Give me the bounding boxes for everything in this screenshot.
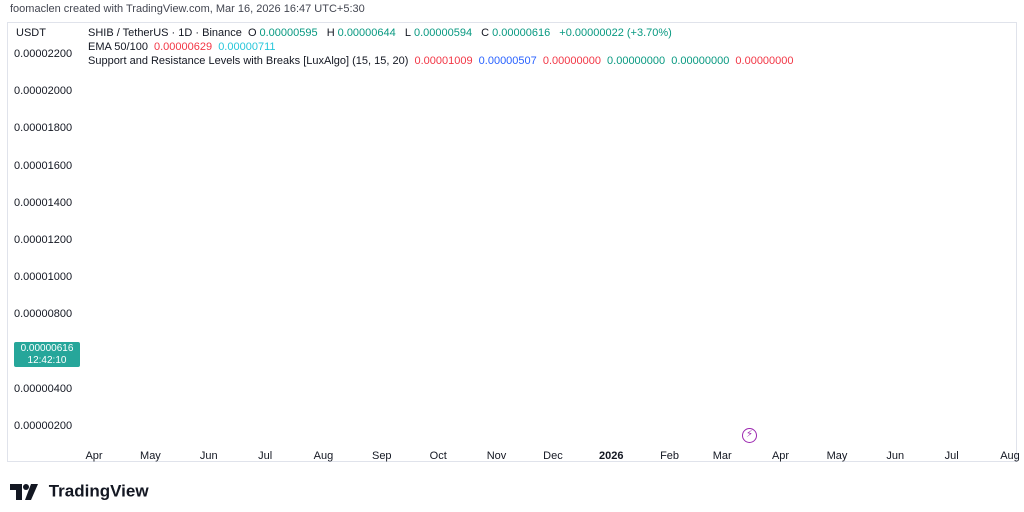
sr-value-support: 0.00000507 xyxy=(478,55,537,67)
ohlc-open: O 0.00000595 xyxy=(248,27,321,39)
legend-ema-row[interactable]: EMA 50/100 0.00000629 0.00000711 xyxy=(88,40,797,54)
tradingview-mark-icon xyxy=(10,483,38,500)
sr-value-resistance: 0.00001009 xyxy=(414,55,473,67)
x-tick-label: Apr xyxy=(771,450,790,462)
high-value: 0.00000644 xyxy=(337,27,396,39)
y-tick-label: 0.00002200 xyxy=(14,48,73,60)
ema100-value: 0.00000711 xyxy=(218,41,276,53)
sr-label[interactable]: Support and Resistance Levels with Break… xyxy=(88,55,409,67)
open-value: 0.00000595 xyxy=(259,27,318,39)
low-value: 0.00000594 xyxy=(413,27,473,39)
tradingview-logo[interactable]: TradingView xyxy=(10,480,149,502)
x-tick-label: Jul xyxy=(258,450,273,462)
x-tick-label: Apr xyxy=(85,450,103,462)
x-tick-label: Jul xyxy=(944,450,959,462)
y-tick-label: 0.00001000 xyxy=(14,271,73,284)
y-tick-label: 0.00000400 xyxy=(14,382,73,395)
x-tick-label: Feb xyxy=(660,450,680,462)
currency-label: USDT xyxy=(16,27,46,39)
high-label: H xyxy=(326,27,335,39)
price-change: +0.00000022 (+3.70%) xyxy=(559,27,672,39)
tradingview-wordmark: TradingView xyxy=(48,481,149,501)
bar-countdown: 12:42:10 xyxy=(27,355,67,366)
y-tick-label: 0.00001200 xyxy=(14,234,73,246)
ohlc-close: C 0.00000616 xyxy=(481,27,553,39)
open-label: O xyxy=(247,27,257,39)
x-tick-label: Aug xyxy=(313,450,334,462)
y-tick-label: 0.00002000 xyxy=(14,85,73,98)
close-value: 0.00000616 xyxy=(492,27,551,39)
legend-symbol-row[interactable]: SHIB / TetherUS · 1D · Binance O 0.000005… xyxy=(88,26,797,40)
y-tick-label: 0.00001600 xyxy=(14,159,73,172)
y-tick-label: 0.00000200 xyxy=(14,420,73,432)
x-tick-label: Oct xyxy=(429,450,447,462)
last-price-badge: 0.00000616 12:42:10 xyxy=(14,342,80,367)
x-tick-label: Dec xyxy=(543,450,563,462)
legend-sr-row[interactable]: Support and Resistance Levels with Break… xyxy=(88,54,797,68)
x-tick-label: Jun xyxy=(886,450,905,462)
ohlc-low: L 0.00000594 xyxy=(405,27,475,39)
x-tick-label: Aug xyxy=(1000,450,1020,462)
x-tick-label: Jun xyxy=(199,450,218,462)
ema-label[interactable]: EMA 50/100 xyxy=(88,41,148,53)
x-tick-label: Nov xyxy=(486,450,507,462)
low-label: L xyxy=(404,27,411,39)
attribution-text: foomaclen created with TradingView.com, … xyxy=(10,3,365,15)
y-tick-label: 0.00001400 xyxy=(14,196,73,209)
chart-frame xyxy=(7,22,1017,462)
symbol-name[interactable]: SHIB / TetherUS · 1D · Binance xyxy=(88,27,242,39)
sr-value-4: 0.00000000 xyxy=(607,55,666,67)
y-tick-label: 0.00000800 xyxy=(14,308,73,321)
y-tick-label: 0.00001800 xyxy=(14,122,73,135)
x-tick-label: Sep xyxy=(371,450,392,462)
ohlc-high: H 0.00000644 xyxy=(327,27,399,39)
close-label: C xyxy=(481,27,490,39)
lightning-icon[interactable]: ⚡ xyxy=(742,428,757,443)
x-tick-label: May xyxy=(140,450,161,462)
attribution-bar: foomaclen created with TradingView.com, … xyxy=(0,0,1024,18)
last-price-value: 0.00000616 xyxy=(20,343,74,354)
ema50-value: 0.00000629 xyxy=(154,41,213,53)
chart-legend: SHIB / TetherUS · 1D · Binance O 0.000005… xyxy=(88,26,797,68)
sr-value-5: 0.00000000 xyxy=(671,55,730,67)
x-tick-label: May xyxy=(826,450,848,462)
sr-value-3: 0.00000000 xyxy=(542,55,601,67)
x-tick-label: Mar xyxy=(712,450,732,462)
sr-value-6: 0.00000000 xyxy=(735,55,794,67)
x-tick-label: 2026 xyxy=(598,450,624,462)
